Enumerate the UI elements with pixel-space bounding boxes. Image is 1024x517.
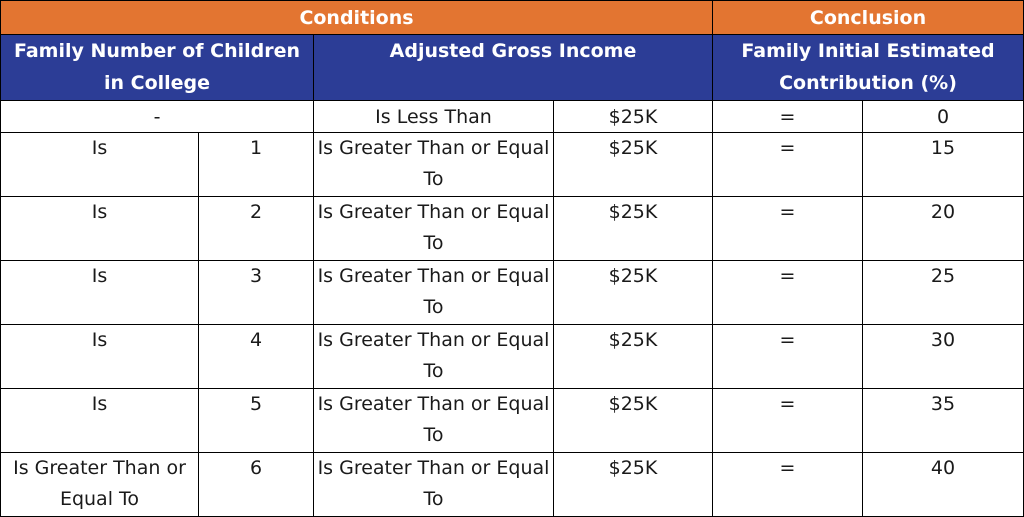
table-row: Is 3 Is Greater Than or Equal To $25K = … bbox=[0, 260, 1024, 325]
operator-cell: Is Greater Than or Equal To bbox=[313, 324, 554, 389]
contribution-cell: 20 bbox=[861, 196, 1024, 261]
operator-cell: Is Greater Than or Equal To bbox=[313, 132, 554, 197]
children-op-cell: Is Greater Than or Equal To bbox=[0, 452, 199, 517]
income-cell: $25K bbox=[553, 452, 713, 517]
table-row: Is 5 Is Greater Than or Equal To $25K = … bbox=[0, 388, 1024, 453]
contribution-cell: 30 bbox=[861, 324, 1024, 389]
contribution-cell: 40 bbox=[861, 452, 1024, 517]
children-num-cell: 5 bbox=[198, 388, 314, 453]
children-op-cell: Is bbox=[0, 324, 199, 389]
header-row-columns: Family Number of Children in College Adj… bbox=[0, 34, 1024, 101]
income-cell: $25K bbox=[553, 260, 713, 325]
operator-cell: Is Greater Than or Equal To bbox=[313, 388, 554, 453]
table-row: Is 1 Is Greater Than or Equal To $25K = … bbox=[0, 132, 1024, 197]
equals-cell: = bbox=[712, 132, 863, 197]
children-column-header: Family Number of Children in College bbox=[0, 34, 314, 101]
equals-cell: = bbox=[712, 388, 863, 453]
equals-cell: = bbox=[712, 196, 863, 261]
children-op-cell: Is bbox=[0, 132, 199, 197]
income-cell: $25K bbox=[553, 132, 713, 197]
equals-cell: = bbox=[712, 260, 863, 325]
income-cell: $25K bbox=[553, 100, 713, 133]
income-cell: $25K bbox=[553, 324, 713, 389]
header-row-groups: Conditions Conclusion bbox=[0, 0, 1024, 35]
income-cell: $25K bbox=[553, 196, 713, 261]
table-row: - Is Less Than $25K = 0 bbox=[0, 100, 1024, 133]
table-row: Is Greater Than or Equal To 6 Is Greater… bbox=[0, 452, 1024, 517]
equals-cell: = bbox=[712, 100, 863, 133]
operator-cell: Is Less Than bbox=[313, 100, 554, 133]
income-cell: $25K bbox=[553, 388, 713, 453]
children-op-cell: Is bbox=[0, 388, 199, 453]
children-op-cell: Is bbox=[0, 260, 199, 325]
equals-cell: = bbox=[712, 452, 863, 517]
conditions-header: Conditions bbox=[0, 0, 713, 35]
contribution-cell: 25 bbox=[861, 260, 1024, 325]
operator-cell: Is Greater Than or Equal To bbox=[313, 452, 554, 517]
contribution-column-header: Family Initial Estimated Contribution (%… bbox=[711, 34, 1024, 101]
children-num-cell: 2 bbox=[198, 196, 314, 261]
contribution-cell: 15 bbox=[861, 132, 1024, 197]
operator-cell: Is Greater Than or Equal To bbox=[313, 260, 554, 325]
children-num-cell: 4 bbox=[198, 324, 314, 389]
children-num-cell: 1 bbox=[198, 132, 314, 197]
children-num-cell: 3 bbox=[198, 260, 314, 325]
contribution-cell: 0 bbox=[861, 100, 1024, 133]
children-num-cell: 6 bbox=[198, 452, 314, 517]
operator-cell: Is Greater Than or Equal To bbox=[313, 196, 554, 261]
children-op-cell: Is bbox=[0, 196, 199, 261]
contribution-cell: 35 bbox=[861, 388, 1024, 453]
equals-cell: = bbox=[712, 324, 863, 389]
table-row: Is 2 Is Greater Than or Equal To $25K = … bbox=[0, 196, 1024, 261]
table-row: Is 4 Is Greater Than or Equal To $25K = … bbox=[0, 324, 1024, 389]
income-column-header: Adjusted Gross Income bbox=[313, 34, 713, 101]
children-cell: - bbox=[0, 100, 314, 133]
conclusion-header: Conclusion bbox=[711, 0, 1024, 35]
